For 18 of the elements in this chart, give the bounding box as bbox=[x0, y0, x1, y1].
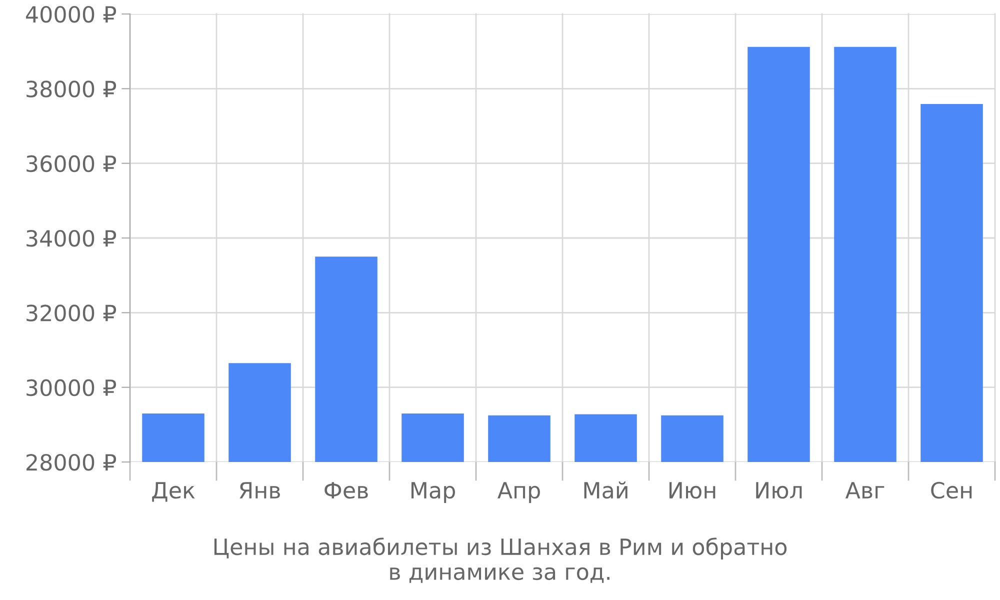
x-tick-label: Янв bbox=[240, 482, 280, 498]
text: Цены на авиабилеты из Шанхая в Рим и обратно в динамике за год. bbox=[214, 538, 787, 583]
y-tick-label: 32000 ₽ bbox=[26, 304, 116, 322]
x-tick-label: Июл bbox=[756, 482, 802, 499]
y-tick-label: 36000 ₽ bbox=[26, 155, 116, 172]
x-tick-label: Авг bbox=[845, 482, 884, 498]
y-tick-label: 28000 ₽ bbox=[26, 454, 116, 471]
y-tick-label: 40000 ₽ bbox=[26, 6, 116, 23]
x-tick-label: Сен bbox=[931, 482, 972, 499]
x-tick-label: Дек bbox=[152, 482, 195, 502]
x-tick-label: Май bbox=[584, 482, 628, 499]
x-tick-label: Мар bbox=[411, 482, 455, 503]
x-tick-label: Апр bbox=[498, 482, 540, 503]
x-tick-label: Фев bbox=[324, 482, 368, 499]
x-tick-label: Июн bbox=[670, 482, 716, 499]
y-tick-label: 34000 ₽ bbox=[26, 230, 116, 247]
y-tick-label: 30000 ₽ bbox=[26, 379, 116, 396]
y-tick-label: 38000 ₽ bbox=[26, 80, 116, 98]
